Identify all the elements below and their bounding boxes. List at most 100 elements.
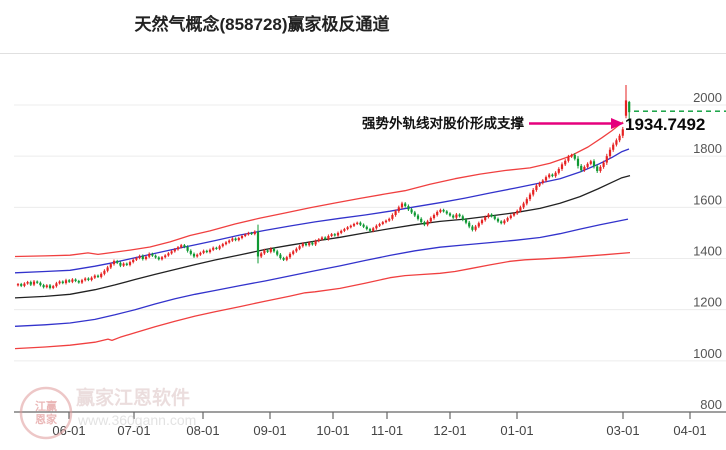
candle-down — [413, 212, 416, 216]
candle-up — [122, 263, 125, 266]
candle-up — [138, 255, 141, 258]
candle-up — [32, 281, 36, 285]
candle-down — [496, 218, 500, 222]
candle-up — [612, 144, 615, 150]
candle-down — [324, 237, 327, 240]
candle-down — [461, 216, 464, 220]
candle-up — [525, 199, 528, 204]
candle-up — [144, 256, 148, 260]
x-axis-label-09-01: 09-01 — [253, 423, 286, 438]
candle-up — [381, 222, 384, 224]
x-axis-label-10-01: 10-01 — [316, 423, 349, 438]
candle-up — [148, 253, 151, 257]
candle-up — [352, 223, 356, 226]
candle-down — [272, 248, 276, 252]
candle-down — [154, 255, 157, 258]
candle-down — [215, 247, 218, 249]
candle-down — [442, 209, 445, 212]
candle-up — [439, 209, 442, 212]
candle-up — [253, 231, 256, 234]
candle-up — [384, 220, 388, 223]
candle-up — [112, 261, 116, 265]
candle-up — [90, 277, 93, 280]
x-axis-label-11-01: 11-01 — [371, 423, 403, 438]
candle-up — [237, 238, 240, 241]
candle-up — [400, 203, 404, 208]
x-axis-label-01-01: 01-01 — [500, 423, 533, 438]
candle-up — [621, 129, 624, 136]
candle-up — [532, 189, 535, 195]
candle-down — [39, 282, 42, 286]
candle-up — [480, 220, 484, 224]
candle-up — [132, 259, 135, 263]
candle-up — [298, 246, 301, 249]
candle-up — [487, 214, 490, 218]
candle-up — [484, 217, 487, 221]
candle-up — [535, 185, 538, 190]
candle-down — [234, 238, 237, 241]
candle-down — [250, 232, 253, 235]
candle-down — [368, 229, 372, 231]
candle-up — [474, 226, 477, 230]
candle-up — [567, 156, 570, 161]
x-axis-label-12-01: 12-01 — [433, 423, 466, 438]
y-axis-label-1400: 1400 — [693, 244, 722, 259]
candle-up — [231, 238, 234, 241]
candle-down — [61, 281, 64, 284]
candle-up — [519, 207, 522, 211]
candle-up — [314, 241, 317, 245]
candle-up — [564, 160, 567, 165]
candle-up — [548, 174, 551, 178]
candle-up — [228, 240, 231, 243]
candle-up — [26, 282, 29, 284]
candle-up — [343, 229, 346, 231]
candle-up — [128, 262, 132, 265]
candle-up — [522, 203, 525, 208]
candle-up — [506, 218, 509, 221]
candle-down — [410, 209, 413, 213]
x-axis-label-04-01: 04-01 — [673, 423, 706, 438]
candle-up — [436, 211, 439, 216]
candle-down — [628, 101, 631, 113]
candle-down — [205, 250, 208, 253]
support-value-label: 1934.7492 — [625, 115, 705, 134]
candle-up — [583, 166, 586, 171]
candle-down — [445, 211, 448, 214]
candle-up — [378, 223, 381, 226]
candle-down — [77, 281, 80, 283]
candle-up — [247, 232, 250, 235]
candle-down — [362, 224, 365, 227]
candle-up — [375, 225, 378, 229]
candle-down — [304, 243, 308, 246]
candle-up — [109, 264, 112, 268]
candle-up — [608, 149, 612, 157]
candle-up — [224, 242, 228, 245]
candle-down — [420, 218, 423, 223]
candle-down — [266, 250, 269, 252]
candle-up — [212, 247, 215, 250]
candle-down — [471, 226, 474, 230]
candle-down — [256, 231, 260, 257]
candle-down — [573, 154, 576, 159]
candle-up — [64, 280, 68, 284]
candle-down — [423, 222, 426, 225]
chart-title: 天然气概念(858728)赢家极反通道 — [134, 14, 389, 34]
candle-up — [202, 250, 205, 253]
candle-up — [388, 218, 391, 221]
gridlines — [14, 104, 726, 362]
candle-up — [285, 257, 288, 260]
candle-down — [468, 222, 471, 227]
candle-up — [71, 279, 74, 282]
candle-up — [199, 252, 202, 255]
candle-up — [173, 249, 176, 252]
candle-up — [349, 225, 352, 228]
middle-line-black — [14, 174, 631, 299]
candle-down — [448, 213, 452, 216]
candle-down — [186, 246, 189, 251]
candle-up — [429, 218, 432, 222]
candle-up — [23, 283, 26, 286]
candle-up — [455, 214, 458, 218]
candle-down — [365, 226, 368, 230]
candle-down — [596, 166, 599, 172]
